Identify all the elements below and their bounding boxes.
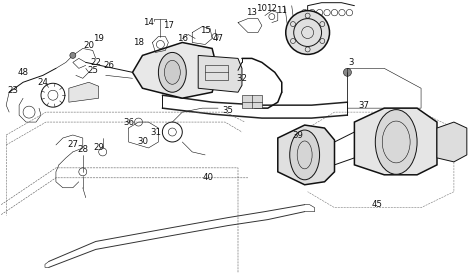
Text: 20: 20 bbox=[83, 41, 94, 50]
Text: 17: 17 bbox=[163, 21, 174, 30]
Polygon shape bbox=[437, 122, 467, 162]
Text: 39: 39 bbox=[292, 130, 303, 139]
Text: 28: 28 bbox=[77, 145, 88, 155]
Circle shape bbox=[344, 68, 351, 76]
Text: 24: 24 bbox=[37, 78, 48, 87]
Text: 3: 3 bbox=[349, 58, 354, 67]
Text: 45: 45 bbox=[372, 200, 383, 209]
Text: 32: 32 bbox=[237, 74, 247, 83]
Text: 48: 48 bbox=[18, 68, 28, 77]
Text: 10: 10 bbox=[256, 4, 267, 13]
Text: 15: 15 bbox=[200, 26, 210, 35]
Ellipse shape bbox=[164, 60, 180, 84]
Text: 40: 40 bbox=[203, 173, 214, 182]
Polygon shape bbox=[133, 42, 218, 98]
Ellipse shape bbox=[375, 110, 417, 174]
Text: 12: 12 bbox=[266, 4, 277, 13]
Text: 19: 19 bbox=[93, 34, 104, 43]
Ellipse shape bbox=[290, 130, 319, 180]
Text: 22: 22 bbox=[90, 58, 101, 67]
Circle shape bbox=[286, 11, 329, 55]
Text: 31: 31 bbox=[150, 127, 161, 136]
Polygon shape bbox=[198, 55, 242, 92]
Text: 23: 23 bbox=[8, 86, 18, 95]
Text: 29: 29 bbox=[93, 144, 104, 152]
Text: 25: 25 bbox=[87, 66, 98, 75]
Text: 35: 35 bbox=[223, 106, 234, 115]
Text: 16: 16 bbox=[177, 34, 188, 43]
Text: 14: 14 bbox=[143, 18, 154, 27]
Text: 37: 37 bbox=[359, 101, 370, 110]
Text: 13: 13 bbox=[246, 8, 257, 17]
Text: 18: 18 bbox=[133, 38, 144, 47]
Polygon shape bbox=[69, 82, 99, 102]
Circle shape bbox=[70, 52, 76, 58]
Text: 27: 27 bbox=[67, 141, 78, 149]
Text: 11: 11 bbox=[276, 6, 287, 15]
Ellipse shape bbox=[158, 52, 186, 92]
Text: 47: 47 bbox=[213, 34, 224, 43]
Text: 30: 30 bbox=[137, 138, 148, 147]
Text: 26: 26 bbox=[103, 61, 114, 70]
Polygon shape bbox=[278, 125, 335, 185]
Polygon shape bbox=[242, 95, 262, 108]
Polygon shape bbox=[355, 108, 437, 175]
Text: 36: 36 bbox=[123, 118, 134, 127]
